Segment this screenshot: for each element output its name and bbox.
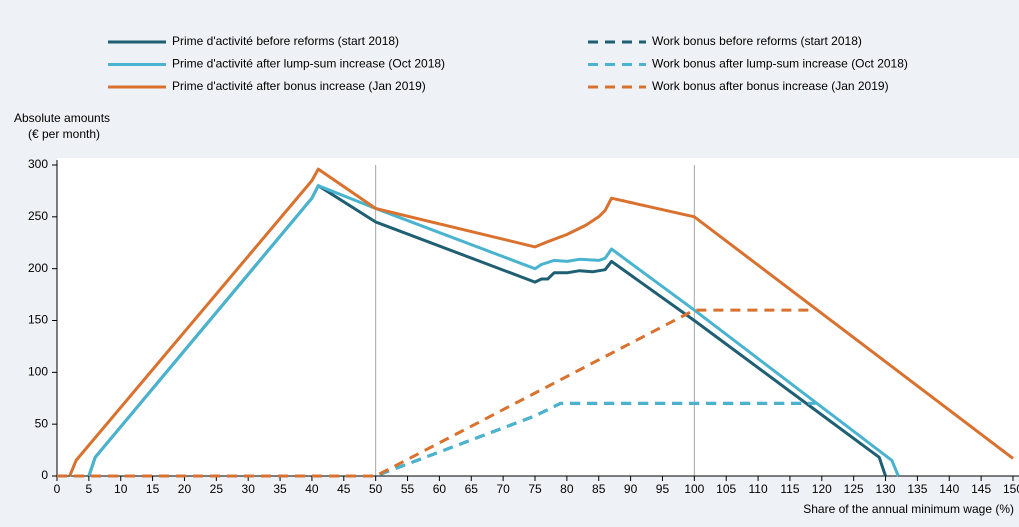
x-tick-label: 135 <box>907 482 927 496</box>
x-tick-label: 75 <box>528 482 542 496</box>
y-axis-label: (€ per month) <box>28 127 100 141</box>
legend-label: Work bonus before reforms (start 2018) <box>652 34 862 48</box>
legend-label: Prime d'activité after bonus increase (J… <box>172 79 426 93</box>
x-tick-label: 45 <box>337 482 351 496</box>
x-tick-label: 85 <box>592 482 606 496</box>
x-tick-label: 125 <box>844 482 864 496</box>
x-tick-label: 100 <box>684 482 704 496</box>
x-tick-label: 95 <box>656 482 670 496</box>
x-tick-label: 5 <box>86 482 93 496</box>
series-line <box>87 184 900 477</box>
x-tick-label: 35 <box>273 482 287 496</box>
x-tick-label: 115 <box>780 482 799 496</box>
legend-label: Work bonus after bonus increase (Jan 201… <box>652 79 889 93</box>
series-line <box>68 167 1014 477</box>
y-tick-label: 0 <box>41 468 48 482</box>
x-tick-label: 15 <box>146 482 160 496</box>
x-tick-label: 90 <box>624 482 638 496</box>
x-tick-label: 0 <box>54 482 61 496</box>
x-tick-label: 150 <box>1003 482 1019 496</box>
y-tick-label: 300 <box>28 157 48 171</box>
x-tick-label: 50 <box>369 482 383 496</box>
x-tick-label: 30 <box>242 482 256 496</box>
y-axis-label: Absolute amounts <box>14 111 110 125</box>
y-tick-label: 100 <box>28 365 48 379</box>
x-tick-label: 55 <box>401 482 415 496</box>
y-tick-label: 50 <box>35 416 49 430</box>
y-tick-label: 150 <box>28 313 48 327</box>
legend-label: Work bonus after lump-sum increase (Oct … <box>652 57 908 71</box>
x-axis-label: Share of the annual minimum wage (%) <box>803 502 1014 516</box>
series-line <box>57 308 816 478</box>
x-tick-label: 140 <box>939 482 959 496</box>
x-tick-label: 110 <box>748 482 767 496</box>
legend-label: Prime d'activité after lump-sum increase… <box>172 57 445 71</box>
x-tick-label: 40 <box>305 482 319 496</box>
y-tick-label: 200 <box>28 261 48 275</box>
x-tick-label: 65 <box>465 482 479 496</box>
y-tick-label: 250 <box>28 209 48 223</box>
x-tick-label: 130 <box>876 482 896 496</box>
plot-area <box>57 158 1019 476</box>
x-tick-label: 60 <box>433 482 447 496</box>
x-tick-label: 145 <box>971 482 991 496</box>
x-tick-label: 25 <box>210 482 224 496</box>
legend-label: Prime d'activité before reforms (start 2… <box>172 34 399 48</box>
x-tick-label: 70 <box>496 482 510 496</box>
x-tick-label: 105 <box>716 482 736 496</box>
x-tick-label: 80 <box>560 482 574 496</box>
x-tick-label: 20 <box>178 482 192 496</box>
x-tick-label: 10 <box>114 482 128 496</box>
x-tick-label: 120 <box>812 482 832 496</box>
